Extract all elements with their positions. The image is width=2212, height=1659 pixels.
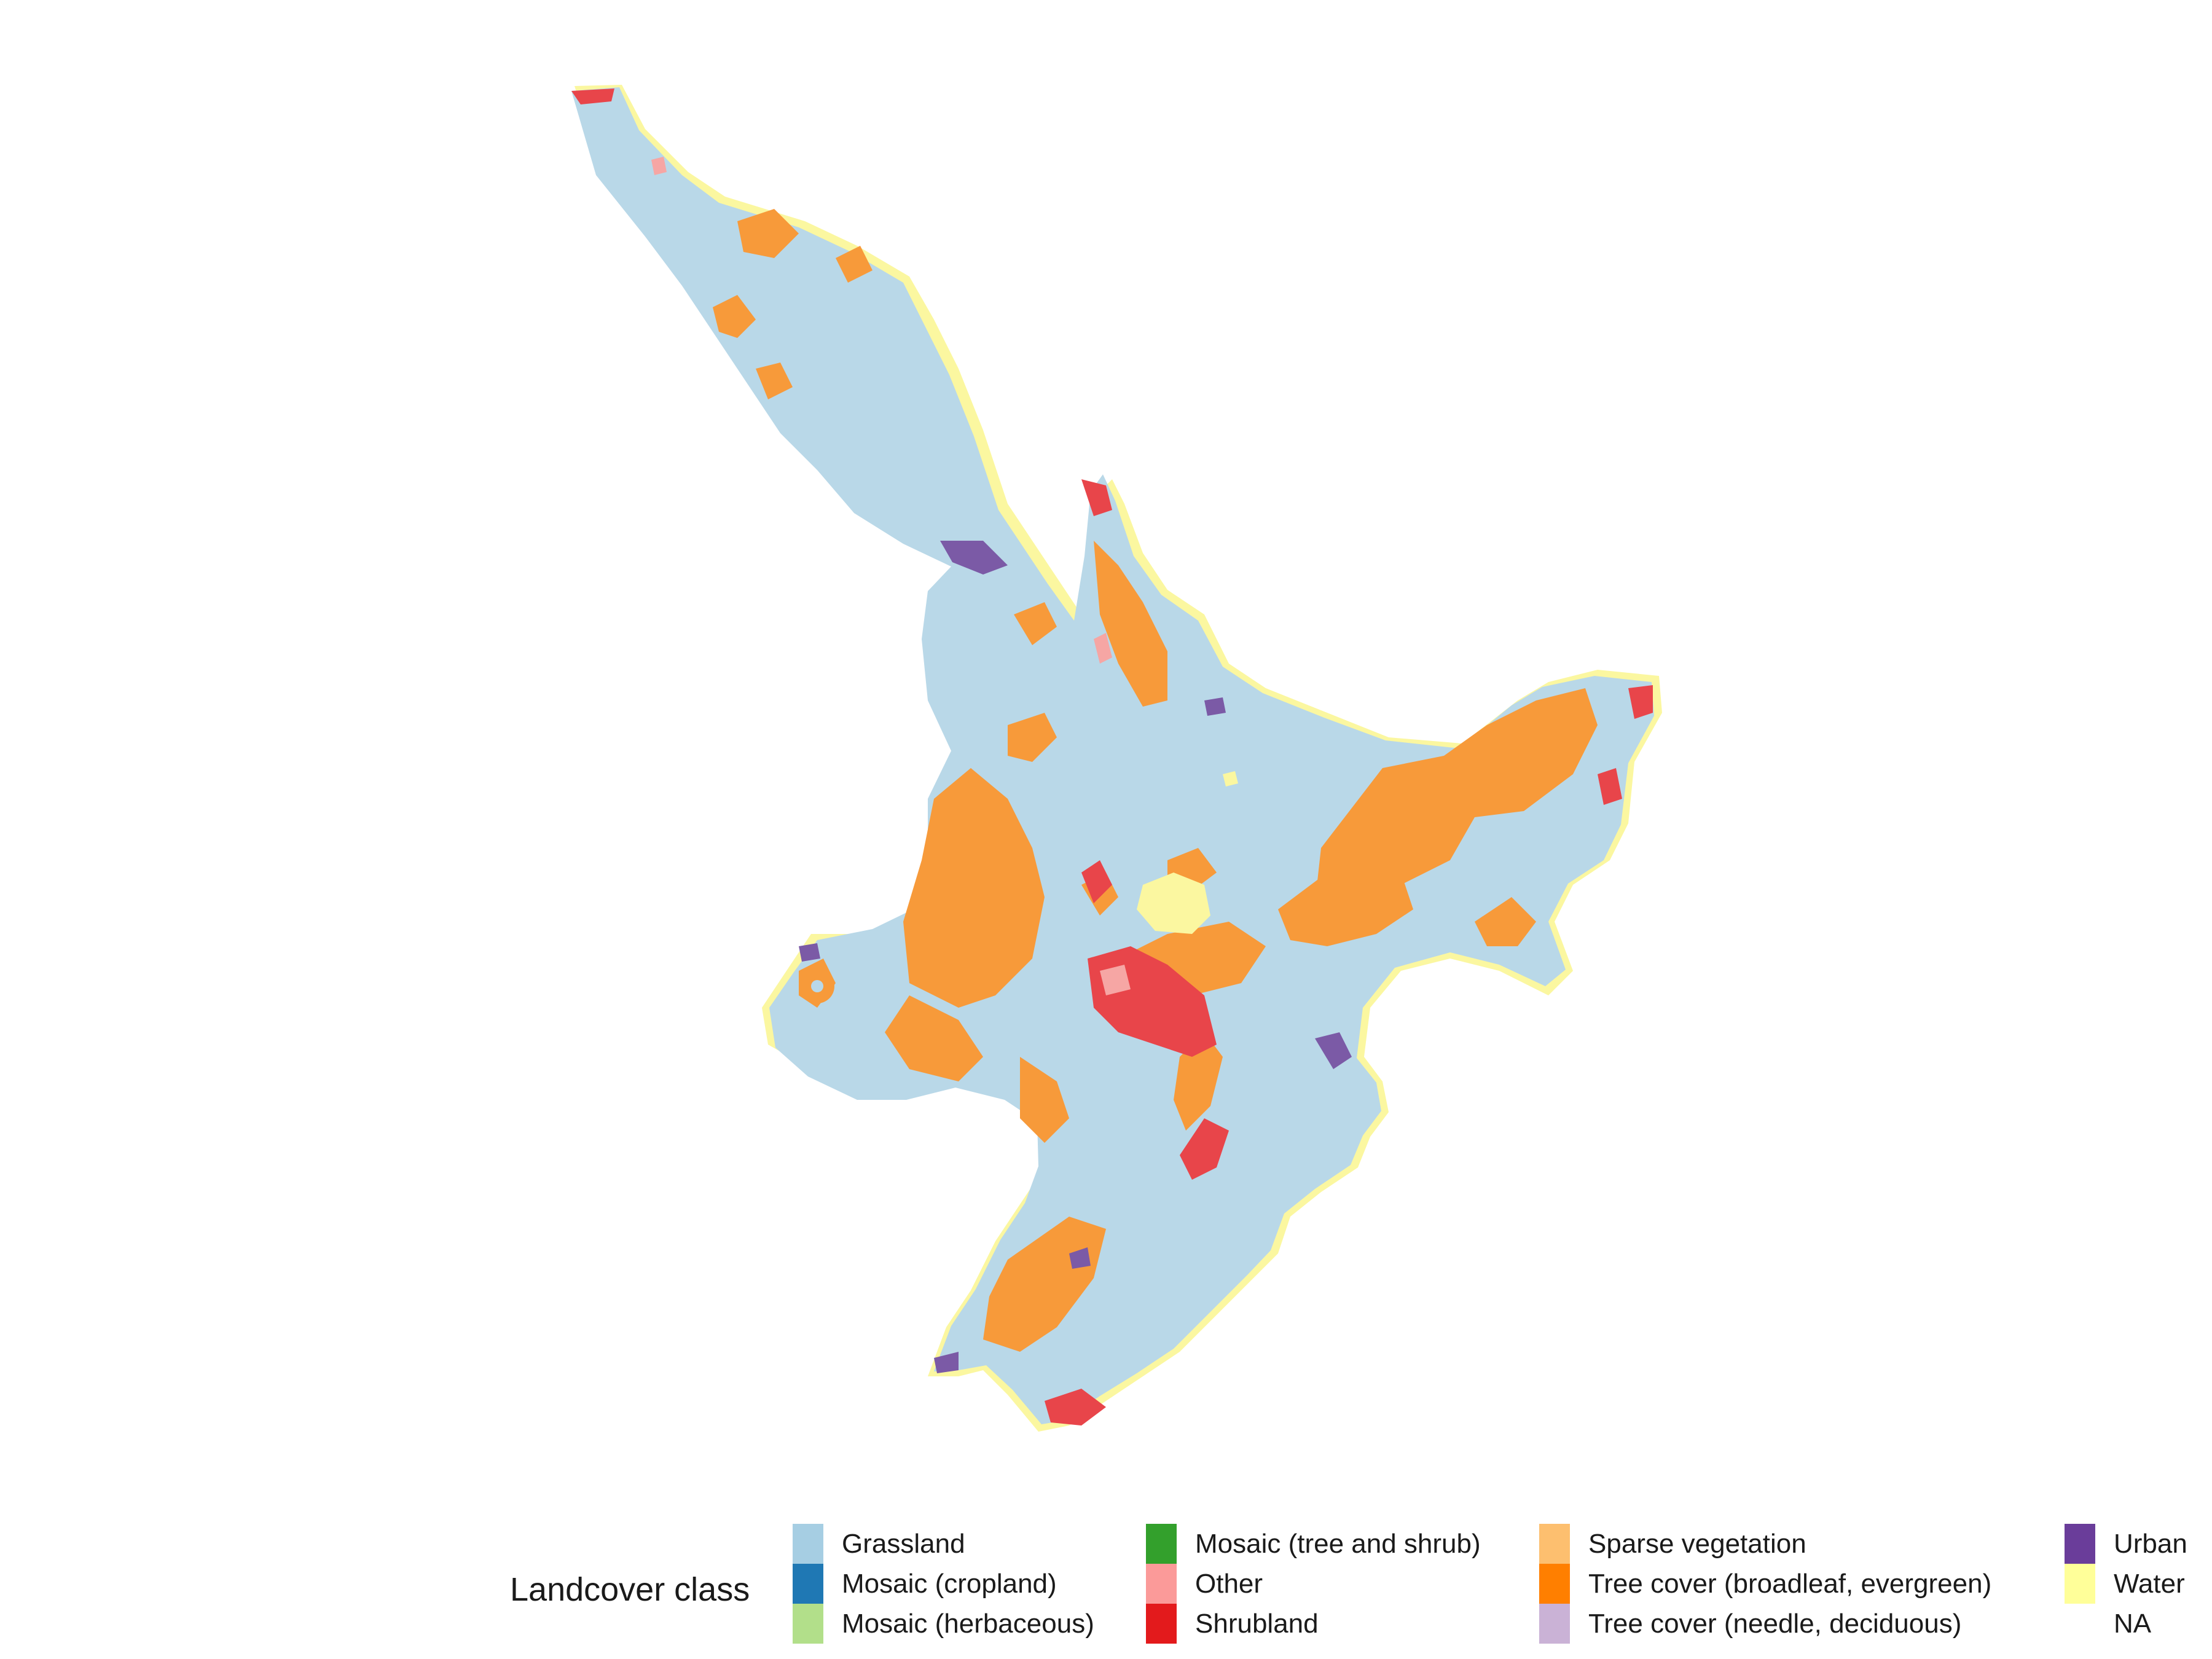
legend-swatch <box>1539 1564 1570 1604</box>
urban-patch <box>799 943 820 962</box>
forest-patch <box>1278 860 1413 946</box>
lakes <box>1137 771 1238 934</box>
legend-label: Shrubland <box>1195 1608 1319 1639</box>
urban-patches <box>799 541 1352 1373</box>
forest-patch <box>1315 688 1598 909</box>
legend-swatch <box>1539 1524 1570 1564</box>
forest-patch <box>1475 897 1536 946</box>
shrub-patch <box>1628 685 1653 719</box>
taranaki-peak <box>800 969 834 1003</box>
legend-label: NA <box>2114 1608 2152 1639</box>
urban-patch <box>934 1352 959 1373</box>
forest-patch <box>713 295 756 338</box>
legend-column-4: Urban Water NA <box>2065 1524 2187 1644</box>
shrub-patch <box>1045 1389 1106 1426</box>
forest-patch <box>1174 1032 1223 1131</box>
other-patches <box>651 157 1131 995</box>
forest-patch <box>756 363 793 399</box>
urban-patch <box>1204 697 1226 716</box>
legend-item-tree-broadleaf: Tree cover (broadleaf, evergreen) <box>1539 1564 1991 1604</box>
forest-patch <box>885 995 983 1081</box>
legend-swatch <box>793 1604 823 1644</box>
urban-patch <box>1315 1032 1352 1069</box>
legend-swatch <box>1146 1604 1177 1644</box>
shrub-patch <box>1081 860 1112 903</box>
legend-item-mosaic-tree-shrub: Mosaic (tree and shrub) <box>1146 1524 1481 1564</box>
legend-label: Mosaic (herbaceous) <box>842 1608 1094 1639</box>
legend-item-urban: Urban <box>2065 1524 2187 1564</box>
forest-patch <box>983 1217 1106 1352</box>
legend: Landcover class Grassland Mosaic (cropla… <box>510 1524 2194 1647</box>
legend-item-shrubland: Shrubland <box>1146 1604 1481 1644</box>
tree-cover-patches <box>713 209 1598 1352</box>
legend-label: Grassland <box>842 1528 965 1559</box>
legend-swatch <box>2065 1524 2095 1564</box>
legend-label: Tree cover (broadleaf, evergreen) <box>1588 1568 1992 1599</box>
forest-patch <box>1094 541 1167 707</box>
lake <box>1223 771 1238 786</box>
legend-swatch <box>2065 1604 2095 1644</box>
legend-label: Sparse vegetation <box>1588 1528 1806 1559</box>
legend-column-2: Mosaic (tree and shrub) Other Shrubland <box>1146 1524 1481 1644</box>
legend-item-other: Other <box>1146 1564 1481 1604</box>
legend-label: Mosaic (cropland) <box>842 1568 1057 1599</box>
legend-title: Landcover class <box>510 1571 750 1608</box>
legend-item-water: Water <box>2065 1564 2187 1604</box>
peak-center <box>811 980 823 992</box>
other-patch <box>1094 633 1112 664</box>
other-patch <box>651 157 667 175</box>
legend-swatch <box>1146 1564 1177 1604</box>
forest-patch <box>836 246 873 283</box>
other-patch <box>1100 965 1131 995</box>
shrub-patch <box>1081 479 1112 516</box>
urban-patch <box>1069 1247 1091 1269</box>
forest-patch <box>1014 602 1057 645</box>
legend-column-3: Sparse vegetation Tree cover (broadleaf,… <box>1539 1524 1991 1644</box>
legend-label: Mosaic (tree and shrub) <box>1195 1528 1481 1559</box>
forest-patch <box>903 768 1045 1008</box>
forest-patch <box>1008 713 1057 762</box>
forest-patch <box>737 209 799 258</box>
forest-patch <box>1020 1057 1069 1143</box>
lake-taupo <box>1137 873 1210 934</box>
shrub-patch <box>1180 1118 1229 1180</box>
legend-column-1: Grassland Mosaic (cropland) Mosaic (herb… <box>793 1524 1094 1644</box>
legend-label: Tree cover (needle, deciduous) <box>1588 1608 1962 1639</box>
legend-item-tree-needle: Tree cover (needle, deciduous) <box>1539 1604 1991 1644</box>
legend-item-sparse-vegetation: Sparse vegetation <box>1539 1524 1991 1564</box>
urban-patch <box>940 541 1008 575</box>
north-island-land <box>571 87 1654 1424</box>
landmass <box>571 87 1654 1424</box>
legend-item-mosaic-herbaceous: Mosaic (herbaceous) <box>793 1604 1094 1644</box>
legend-swatch <box>1539 1604 1570 1644</box>
legend-swatch <box>793 1564 823 1604</box>
legend-label: Other <box>1195 1568 1263 1599</box>
legend-swatch <box>2065 1564 2095 1604</box>
legend-swatch <box>1146 1524 1177 1564</box>
legend-item-mosaic-cropland: Mosaic (cropland) <box>793 1564 1094 1604</box>
legend-label: Water <box>2114 1568 2185 1599</box>
legend-label: Urban <box>2114 1528 2187 1559</box>
legend-swatch <box>793 1524 823 1564</box>
legend-item-na: NA <box>2065 1604 2187 1644</box>
shrub-patch <box>571 88 614 104</box>
shrub-patch <box>1598 768 1622 805</box>
legend-item-grassland: Grassland <box>793 1524 1094 1564</box>
